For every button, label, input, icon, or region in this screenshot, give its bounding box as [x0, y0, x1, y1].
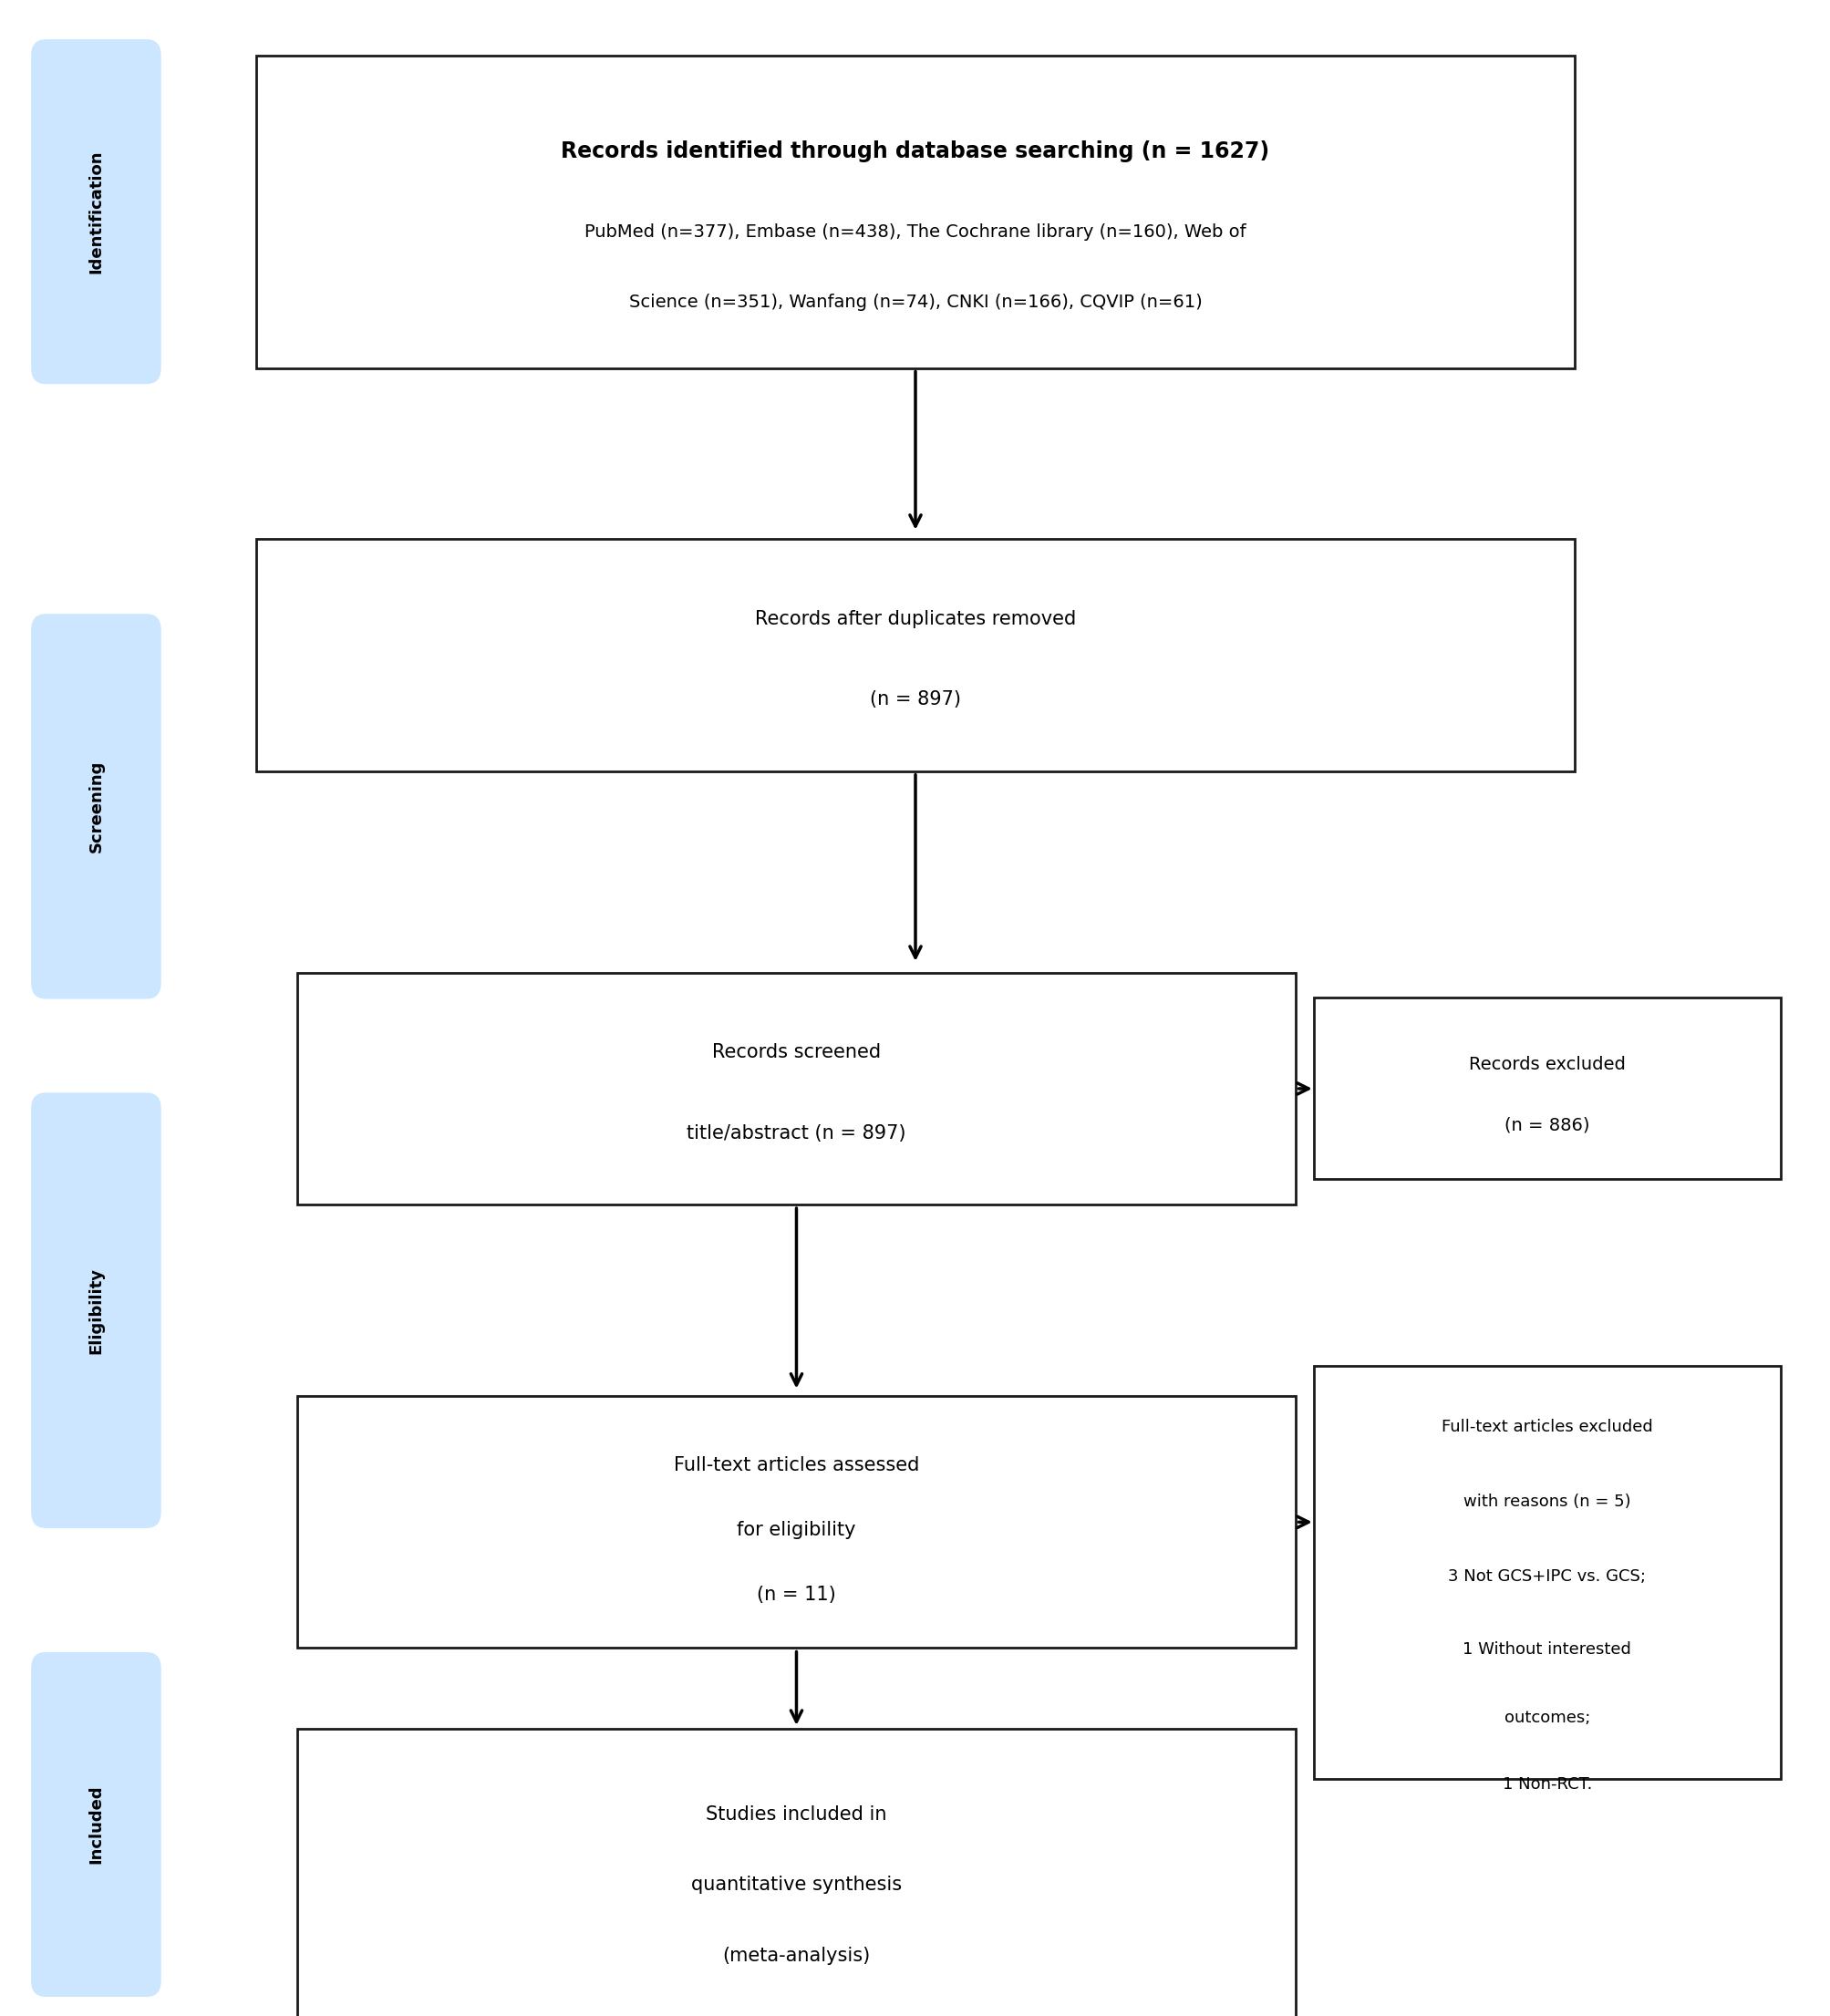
Bar [296, 1730, 1296, 2016]
Text: (n = 11): (n = 11) [756, 1585, 836, 1605]
Text: for eligibility: for eligibility [737, 1520, 855, 1540]
Text: (n = 897): (n = 897) [869, 689, 961, 710]
Text: PubMed (n=377), Embase (n=438), The Cochrane library (n=160), Web of: PubMed (n=377), Embase (n=438), The Coch… [584, 224, 1246, 240]
Bar [256, 540, 1574, 770]
FancyBboxPatch shape [31, 1653, 161, 1996]
Bar [1314, 1367, 1779, 1778]
Text: 1 Without interested: 1 Without interested [1462, 1641, 1631, 1657]
Text: Full-text articles assessed: Full-text articles assessed [673, 1456, 919, 1476]
Text: Eligibility: Eligibility [88, 1268, 104, 1353]
Text: Records identified through database searching (n = 1627): Records identified through database sear… [560, 141, 1270, 161]
Text: outcomes;: outcomes; [1504, 1710, 1588, 1726]
Text: Included: Included [88, 1784, 104, 1865]
FancyBboxPatch shape [31, 613, 161, 1000]
Text: with reasons (n = 5): with reasons (n = 5) [1462, 1494, 1631, 1510]
Text: Records after duplicates removed: Records after duplicates removed [754, 609, 1076, 629]
Text: Records screened: Records screened [712, 1042, 880, 1062]
Text: (meta-analysis): (meta-analysis) [723, 1945, 869, 1966]
Text: quantitative synthesis: quantitative synthesis [690, 1875, 902, 1895]
Bar [1314, 998, 1779, 1179]
Text: Science (n=351), Wanfang (n=74), CNKI (n=166), CQVIP (n=61): Science (n=351), Wanfang (n=74), CNKI (n… [628, 294, 1202, 310]
Text: Full-text articles excluded: Full-text articles excluded [1440, 1419, 1652, 1435]
FancyBboxPatch shape [31, 40, 161, 383]
Bar [296, 1395, 1296, 1649]
Text: title/abstract (n = 897): title/abstract (n = 897) [686, 1123, 906, 1143]
Text: Identification: Identification [88, 149, 104, 274]
Text: 3 Not GCS+IPC vs. GCS;: 3 Not GCS+IPC vs. GCS; [1448, 1568, 1645, 1585]
FancyBboxPatch shape [31, 1093, 161, 1528]
Text: Screening: Screening [88, 760, 104, 853]
Text: Studies included in: Studies included in [706, 1804, 886, 1824]
Text: (n = 886): (n = 886) [1504, 1117, 1588, 1133]
Text: 1 Non-RCT.: 1 Non-RCT. [1502, 1776, 1590, 1792]
Text: Records excluded: Records excluded [1468, 1056, 1625, 1073]
Bar [256, 54, 1574, 367]
Bar [296, 972, 1296, 1204]
